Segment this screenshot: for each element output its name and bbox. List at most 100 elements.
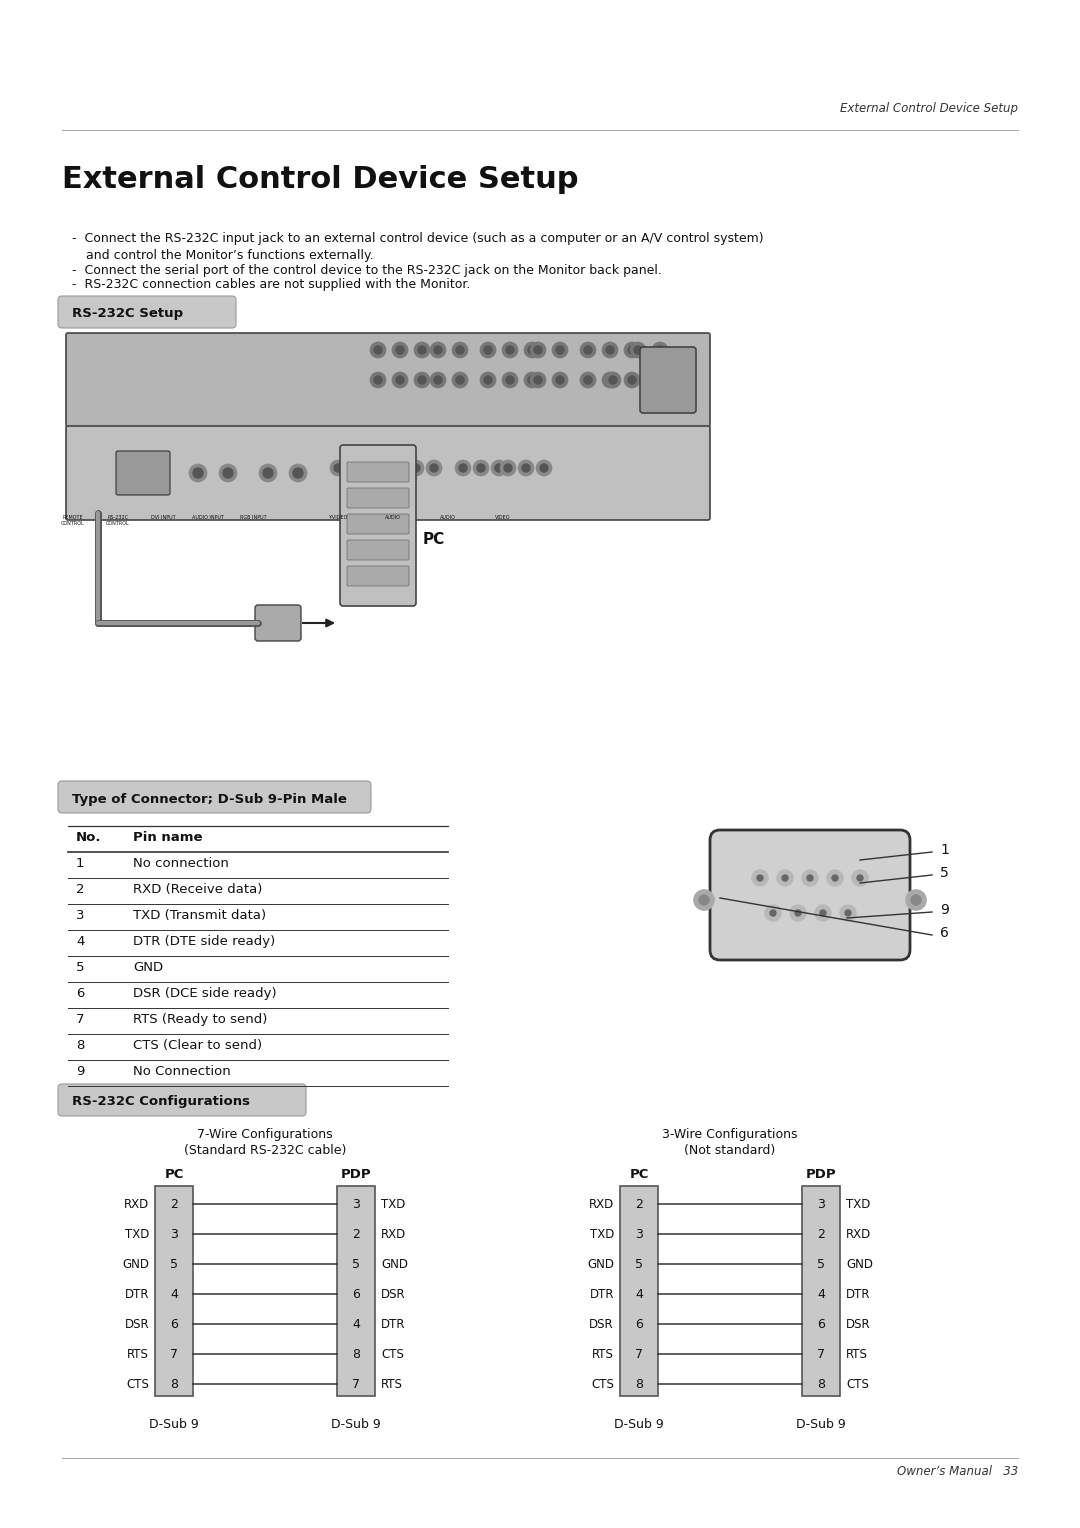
Text: 1: 1 xyxy=(76,857,84,869)
Text: 4: 4 xyxy=(170,1288,178,1300)
Text: GND: GND xyxy=(846,1258,873,1270)
Text: 3: 3 xyxy=(170,1227,178,1241)
Circle shape xyxy=(374,345,382,354)
Circle shape xyxy=(222,468,233,478)
Text: 3: 3 xyxy=(352,1198,360,1210)
Text: -  Connect the RS-232C input jack to an external control device (such as a compu: - Connect the RS-232C input jack to an e… xyxy=(72,232,764,244)
Text: 7: 7 xyxy=(816,1348,825,1360)
Text: VIDEO: VIDEO xyxy=(496,515,511,520)
Circle shape xyxy=(827,869,843,886)
Circle shape xyxy=(602,342,618,358)
FancyBboxPatch shape xyxy=(347,487,409,507)
Text: GND: GND xyxy=(133,961,163,973)
Circle shape xyxy=(770,911,777,915)
Circle shape xyxy=(453,371,468,388)
Circle shape xyxy=(477,465,485,472)
Circle shape xyxy=(392,342,408,358)
Text: CTS: CTS xyxy=(126,1378,149,1390)
Circle shape xyxy=(293,468,303,478)
Circle shape xyxy=(782,876,788,882)
Circle shape xyxy=(624,342,640,358)
Text: DTR: DTR xyxy=(590,1288,615,1300)
Circle shape xyxy=(330,460,346,477)
Text: 9: 9 xyxy=(940,903,949,917)
Text: GND: GND xyxy=(588,1258,615,1270)
Text: CTS: CTS xyxy=(381,1348,404,1360)
Circle shape xyxy=(491,460,507,477)
Circle shape xyxy=(530,371,546,388)
Circle shape xyxy=(802,869,818,886)
Circle shape xyxy=(536,460,552,477)
Text: PC: PC xyxy=(630,1167,649,1181)
Text: TXD: TXD xyxy=(846,1198,870,1210)
Circle shape xyxy=(189,465,207,481)
FancyBboxPatch shape xyxy=(156,1186,193,1397)
Text: PDP: PDP xyxy=(806,1167,836,1181)
Text: 2: 2 xyxy=(818,1227,825,1241)
Circle shape xyxy=(752,869,768,886)
Circle shape xyxy=(518,460,534,477)
Circle shape xyxy=(480,371,496,388)
FancyBboxPatch shape xyxy=(347,513,409,533)
Circle shape xyxy=(795,911,801,915)
Text: No.: No. xyxy=(76,831,102,843)
Circle shape xyxy=(757,876,762,882)
Circle shape xyxy=(777,869,793,886)
Text: GND: GND xyxy=(122,1258,149,1270)
Circle shape xyxy=(502,371,518,388)
Text: 5: 5 xyxy=(76,961,84,973)
Circle shape xyxy=(504,465,512,472)
Circle shape xyxy=(473,460,489,477)
Text: RS-232C Setup: RS-232C Setup xyxy=(72,307,184,321)
Text: 4: 4 xyxy=(635,1288,643,1300)
FancyBboxPatch shape xyxy=(340,445,416,607)
Circle shape xyxy=(627,376,636,384)
Text: 6: 6 xyxy=(818,1317,825,1331)
Text: 4: 4 xyxy=(76,935,84,947)
Text: 9: 9 xyxy=(76,1065,84,1077)
Circle shape xyxy=(580,371,596,388)
Text: 3-Wire Configurations: 3-Wire Configurations xyxy=(662,1128,798,1141)
Circle shape xyxy=(426,460,442,477)
Circle shape xyxy=(522,465,530,472)
Text: RXD (Receive data): RXD (Receive data) xyxy=(133,883,262,895)
Circle shape xyxy=(507,345,514,354)
Circle shape xyxy=(820,911,826,915)
Circle shape xyxy=(396,345,404,354)
Text: 3: 3 xyxy=(818,1198,825,1210)
Circle shape xyxy=(606,376,615,384)
Text: Y-VIDEO: Y-VIDEO xyxy=(328,515,348,520)
Text: 6: 6 xyxy=(352,1288,360,1300)
FancyBboxPatch shape xyxy=(620,1186,658,1397)
Circle shape xyxy=(411,465,420,472)
FancyBboxPatch shape xyxy=(58,296,237,329)
Text: GND: GND xyxy=(381,1258,408,1270)
Circle shape xyxy=(552,342,568,358)
Text: RS-232C
CONTROL: RS-232C CONTROL xyxy=(106,515,130,526)
Circle shape xyxy=(264,468,273,478)
Circle shape xyxy=(602,371,618,388)
Circle shape xyxy=(652,342,669,358)
Circle shape xyxy=(455,460,471,477)
Circle shape xyxy=(584,376,592,384)
Circle shape xyxy=(807,876,813,882)
Text: Type of Connector; D-Sub 9-Pin Male: Type of Connector; D-Sub 9-Pin Male xyxy=(72,793,347,805)
Circle shape xyxy=(418,345,426,354)
Text: -  Connect the serial port of the control device to the RS-232C jack on the Moni: - Connect the serial port of the control… xyxy=(72,264,662,277)
Circle shape xyxy=(414,371,430,388)
Circle shape xyxy=(370,371,386,388)
Circle shape xyxy=(430,371,446,388)
Circle shape xyxy=(699,895,708,905)
Text: 6: 6 xyxy=(76,987,84,999)
Circle shape xyxy=(434,345,442,354)
FancyBboxPatch shape xyxy=(66,426,710,520)
Text: CTS (Clear to send): CTS (Clear to send) xyxy=(133,1039,262,1051)
Text: D-Sub 9: D-Sub 9 xyxy=(149,1418,199,1432)
Circle shape xyxy=(528,376,536,384)
Circle shape xyxy=(624,371,640,388)
Text: PC: PC xyxy=(423,532,445,547)
Text: RTS: RTS xyxy=(592,1348,615,1360)
Circle shape xyxy=(845,911,851,915)
Circle shape xyxy=(609,376,617,384)
FancyBboxPatch shape xyxy=(347,539,409,559)
